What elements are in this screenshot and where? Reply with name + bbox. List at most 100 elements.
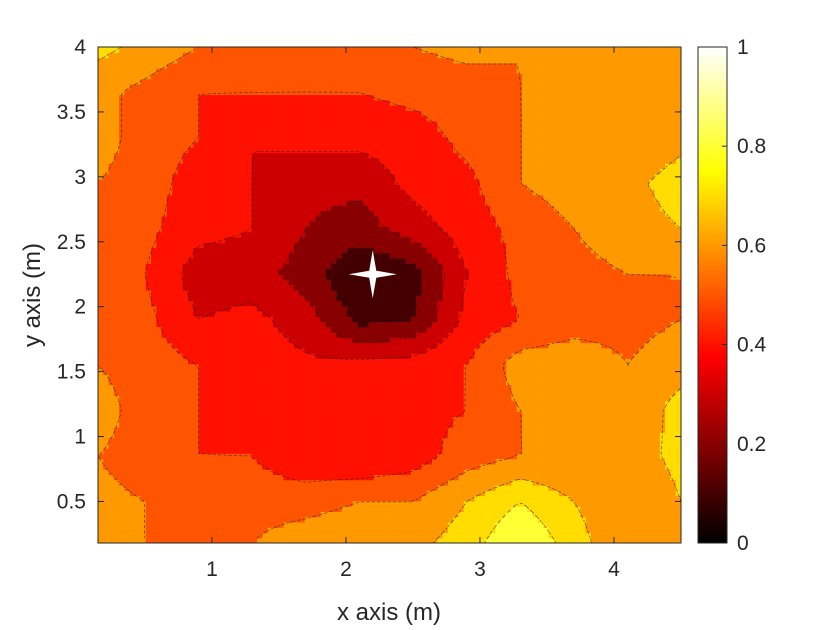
heatmap-cell [606, 437, 613, 444]
heatmap-cell [278, 448, 285, 454]
heatmap-cell [559, 363, 565, 370]
heatmap-cell [331, 521, 338, 528]
heatmap-cell [198, 374, 205, 381]
heatmap-cell [241, 326, 247, 333]
heatmap-cell [394, 347, 401, 354]
heatmap-cell [484, 448, 491, 454]
heatmap-cell [638, 389, 645, 396]
heatmap-cell [606, 458, 613, 465]
heatmap-cell [458, 337, 465, 344]
heatmap-cell [628, 527, 634, 534]
heatmap-cell [559, 358, 565, 365]
heatmap-cell [569, 458, 576, 465]
heatmap-cell [628, 331, 634, 338]
heatmap-cell [431, 516, 438, 523]
heatmap-cell [325, 479, 332, 486]
heatmap-cell [209, 342, 216, 349]
heatmap-cell [310, 500, 316, 507]
heatmap-cell [511, 368, 518, 375]
heatmap-cell [606, 500, 613, 507]
heatmap-cell [310, 511, 316, 518]
heatmap-cell [622, 400, 629, 407]
heatmap-cell [214, 516, 221, 523]
heatmap-cell [675, 532, 681, 539]
heatmap-cell [612, 484, 618, 491]
heatmap-cell [294, 400, 300, 407]
heatmap-cell [368, 495, 375, 502]
heatmap-cell [235, 379, 242, 386]
heatmap-cell [580, 358, 587, 365]
heatmap-cell [124, 389, 131, 396]
heatmap-cell [363, 516, 369, 523]
heatmap-cell [463, 395, 470, 402]
heatmap-cell [421, 426, 428, 433]
heatmap-cell [182, 368, 189, 375]
heatmap-cell [357, 426, 364, 433]
heatmap-cell [156, 432, 163, 439]
heatmap-cell [416, 527, 422, 534]
heatmap-cell [177, 442, 184, 449]
heatmap-cell [299, 516, 306, 523]
heatmap-cell [643, 495, 650, 502]
heatmap-cell [103, 516, 110, 523]
heatmap-cell [288, 521, 295, 528]
heatmap-cell [617, 384, 624, 391]
heatmap-cell [103, 347, 110, 354]
heatmap-cell [262, 511, 269, 518]
heatmap-cell [347, 484, 353, 491]
heatmap-cell [188, 511, 194, 518]
heatmap-cell [262, 368, 269, 375]
heatmap-cell [463, 316, 470, 322]
heatmap-cell [633, 411, 640, 417]
heatmap-cell [474, 384, 481, 391]
heatmap-cell [113, 537, 120, 543]
heatmap-cell [230, 310, 237, 317]
heatmap-cell [320, 353, 327, 359]
heatmap-cell [548, 521, 555, 528]
heatmap-cell [559, 500, 565, 507]
heatmap-cell [665, 347, 671, 354]
heatmap-cell [511, 495, 518, 502]
heatmap-cell [394, 516, 401, 523]
heatmap-cell [575, 527, 581, 534]
heatmap-cell [262, 384, 269, 391]
heatmap-cell [113, 305, 120, 312]
heatmap-cell [294, 506, 300, 512]
heatmap-cell [537, 331, 544, 338]
heatmap-cell [405, 490, 412, 497]
heatmap-cell [622, 305, 629, 312]
heatmap-cell [235, 484, 242, 491]
heatmap-cell [378, 463, 385, 470]
heatmap-cell [628, 474, 634, 481]
heatmap-cell [113, 347, 120, 354]
heatmap-cell [537, 479, 544, 486]
heatmap-cell [156, 490, 163, 497]
heatmap-cell [638, 495, 645, 502]
heatmap-cell [267, 521, 274, 528]
heatmap-cell [156, 442, 163, 449]
heatmap-cell [103, 374, 110, 381]
heatmap-cell [410, 437, 417, 444]
heatmap-cell [182, 495, 189, 502]
heatmap-cell [537, 527, 544, 534]
heatmap-cell [500, 490, 507, 497]
heatmap-cell [241, 511, 247, 518]
heatmap-cell [601, 500, 608, 507]
heatmap-cell [628, 363, 634, 370]
heatmap-cell [182, 337, 189, 344]
heatmap-cell [490, 484, 497, 491]
heatmap-cell [209, 321, 216, 328]
heatmap-cell [103, 300, 110, 307]
heatmap-cell [649, 426, 656, 433]
heatmap-cell [532, 516, 539, 523]
heatmap-cell [447, 469, 454, 476]
heatmap-cell [214, 521, 221, 528]
heatmap-cell [204, 337, 210, 344]
heatmap-cell [288, 469, 295, 476]
heatmap-cell [453, 342, 459, 349]
heatmap-cell [320, 416, 327, 423]
heatmap-cell [283, 442, 290, 449]
heatmap-cell [665, 426, 671, 433]
heatmap-cell [442, 527, 449, 534]
heatmap-cell [315, 384, 322, 391]
